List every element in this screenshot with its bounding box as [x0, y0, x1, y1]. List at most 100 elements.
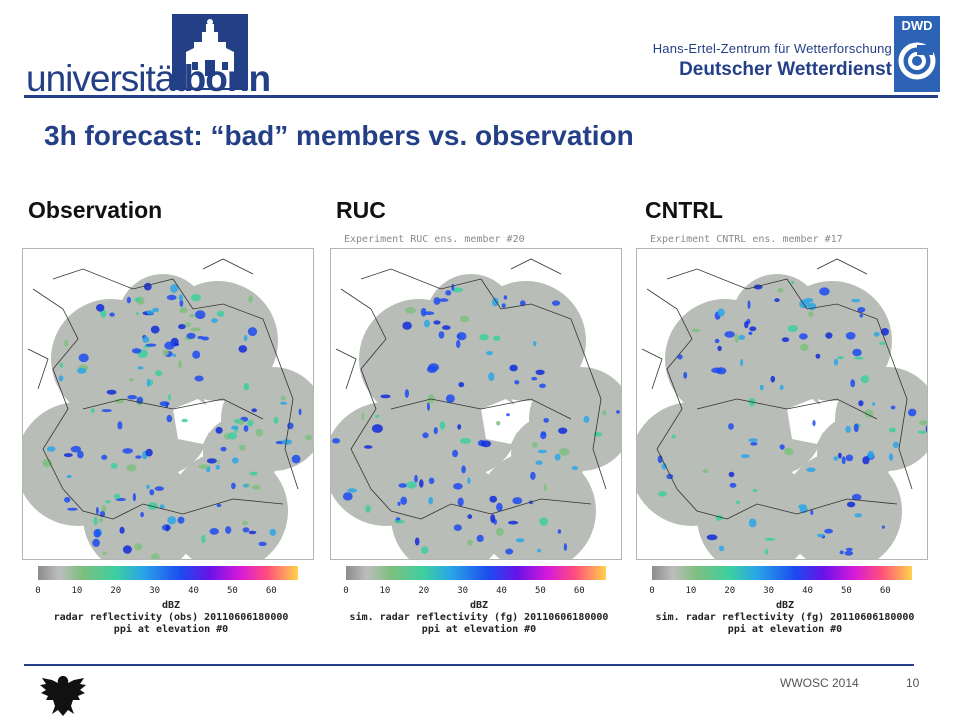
reflectivity-echo	[506, 413, 510, 417]
reflectivity-echo	[819, 287, 830, 296]
coverage-gap	[481, 399, 526, 444]
reflectivity-echo	[841, 456, 846, 465]
reflectivity-echo	[342, 492, 353, 501]
wordmark-prefix: universität	[26, 58, 185, 99]
reflectivity-echo	[452, 449, 459, 458]
tick-label: 60	[265, 586, 277, 596]
reflectivity-echo	[420, 307, 427, 317]
reflectivity-echo	[787, 325, 798, 332]
reflectivity-echo	[190, 327, 201, 332]
reflectivity-echo	[702, 469, 709, 474]
reflectivity-echo	[248, 530, 257, 535]
reflectivity-echo	[438, 331, 445, 339]
reflectivity-echo	[888, 453, 894, 461]
reflectivity-echo	[845, 332, 856, 340]
reflectivity-echo	[211, 318, 218, 323]
reflectivity-echo	[137, 366, 144, 370]
reflectivity-echo	[243, 334, 248, 342]
reflectivity-echo	[467, 539, 473, 546]
reflectivity-echo	[64, 497, 71, 503]
reflectivity-echo	[64, 339, 69, 347]
reflectivity-echo	[857, 307, 866, 313]
reflectivity-echo	[714, 338, 720, 344]
reflectivity-echo	[810, 509, 814, 515]
reflectivity-echo	[152, 307, 160, 313]
reflectivity-echo	[764, 537, 776, 541]
radar-coverage-disc	[426, 274, 516, 364]
reflectivity-echo	[135, 312, 140, 316]
reflectivity-echo	[100, 309, 107, 318]
reflectivity-echo	[539, 383, 546, 388]
reflectivity-echo	[114, 398, 125, 404]
reflectivity-echo	[291, 454, 301, 464]
reflectivity-echo	[363, 445, 373, 449]
reflectivity-echo	[853, 423, 859, 433]
reflectivity-echo	[166, 414, 173, 423]
colorbar	[38, 566, 298, 580]
reflectivity-echo	[583, 415, 590, 423]
reflectivity-echo	[925, 425, 927, 433]
reflectivity-echo	[126, 296, 131, 304]
reflectivity-echo	[122, 545, 132, 554]
reflectivity-echo	[917, 430, 927, 434]
country-border	[360, 268, 482, 290]
reflectivity-echo	[706, 534, 718, 541]
reflectivity-echo	[142, 336, 150, 343]
reflectivity-echo	[486, 351, 493, 356]
reflectivity-echo	[543, 418, 549, 423]
reflectivity-echo	[195, 310, 206, 319]
reflectivity-echo	[164, 341, 175, 350]
coverage-gap	[787, 399, 832, 444]
reflectivity-echo	[145, 448, 153, 457]
reflectivity-echo	[177, 516, 185, 524]
reflectivity-echo	[890, 405, 896, 410]
reflectivity-echo	[146, 310, 154, 315]
colorbar	[652, 566, 912, 580]
tick-label: 40	[188, 586, 199, 596]
colorbar	[346, 566, 606, 580]
university-wordmark: universitätbonn	[26, 58, 271, 100]
experiment-label: Experiment RUC ens. member #20	[344, 234, 525, 245]
reflectivity-echo	[251, 408, 257, 413]
reflectivity-echo	[677, 354, 683, 360]
reflectivity-echo	[488, 372, 495, 382]
reflectivity-echo	[808, 311, 814, 317]
reflectivity-echo	[738, 335, 745, 340]
reflectivity-echo	[740, 454, 750, 459]
radar-composite-image	[23, 258, 313, 561]
reflectivity-echo	[231, 457, 239, 464]
colorbar-elevation: ppi at elevation #0	[113, 624, 229, 635]
reflectivity-echo	[230, 560, 236, 561]
radar-map	[636, 248, 928, 560]
reflectivity-echo	[281, 439, 293, 445]
reflectivity-echo	[228, 432, 237, 440]
reflectivity-echo	[371, 424, 383, 433]
reflectivity-echo	[380, 394, 391, 399]
reflectivity-echo	[423, 319, 430, 328]
reflectivity-echo	[551, 300, 561, 306]
reflectivity-echo	[241, 520, 249, 526]
reflectivity-echo	[90, 408, 95, 414]
experiment-label: Experiment CNTRL ens. member #17	[650, 234, 843, 245]
reflectivity-echo	[593, 432, 603, 437]
reflectivity-echo	[147, 502, 158, 510]
reflectivity-echo	[496, 421, 501, 426]
reflectivity-echo	[178, 360, 183, 369]
reflectivity-echo	[165, 524, 170, 532]
radar-coverage-disc	[414, 372, 518, 476]
reflectivity-echo	[503, 295, 508, 300]
reflectivity-echo	[178, 294, 183, 301]
reflectivity-echo	[247, 327, 258, 337]
reflectivity-echo	[850, 379, 856, 388]
reflectivity-echo	[559, 448, 570, 456]
colorbar-description: sim. radar reflectivity (fg) 20110606180…	[349, 612, 609, 623]
reflectivity-echo	[729, 559, 737, 560]
reflectivity-echo	[661, 463, 667, 470]
reflectivity-echo	[539, 517, 549, 526]
reflectivity-echo	[184, 322, 191, 327]
reflectivity-echo	[919, 420, 927, 426]
reflectivity-echo	[777, 288, 784, 293]
reflectivity-echo	[122, 448, 133, 454]
reflectivity-echo	[168, 394, 171, 401]
country-border	[82, 398, 264, 420]
